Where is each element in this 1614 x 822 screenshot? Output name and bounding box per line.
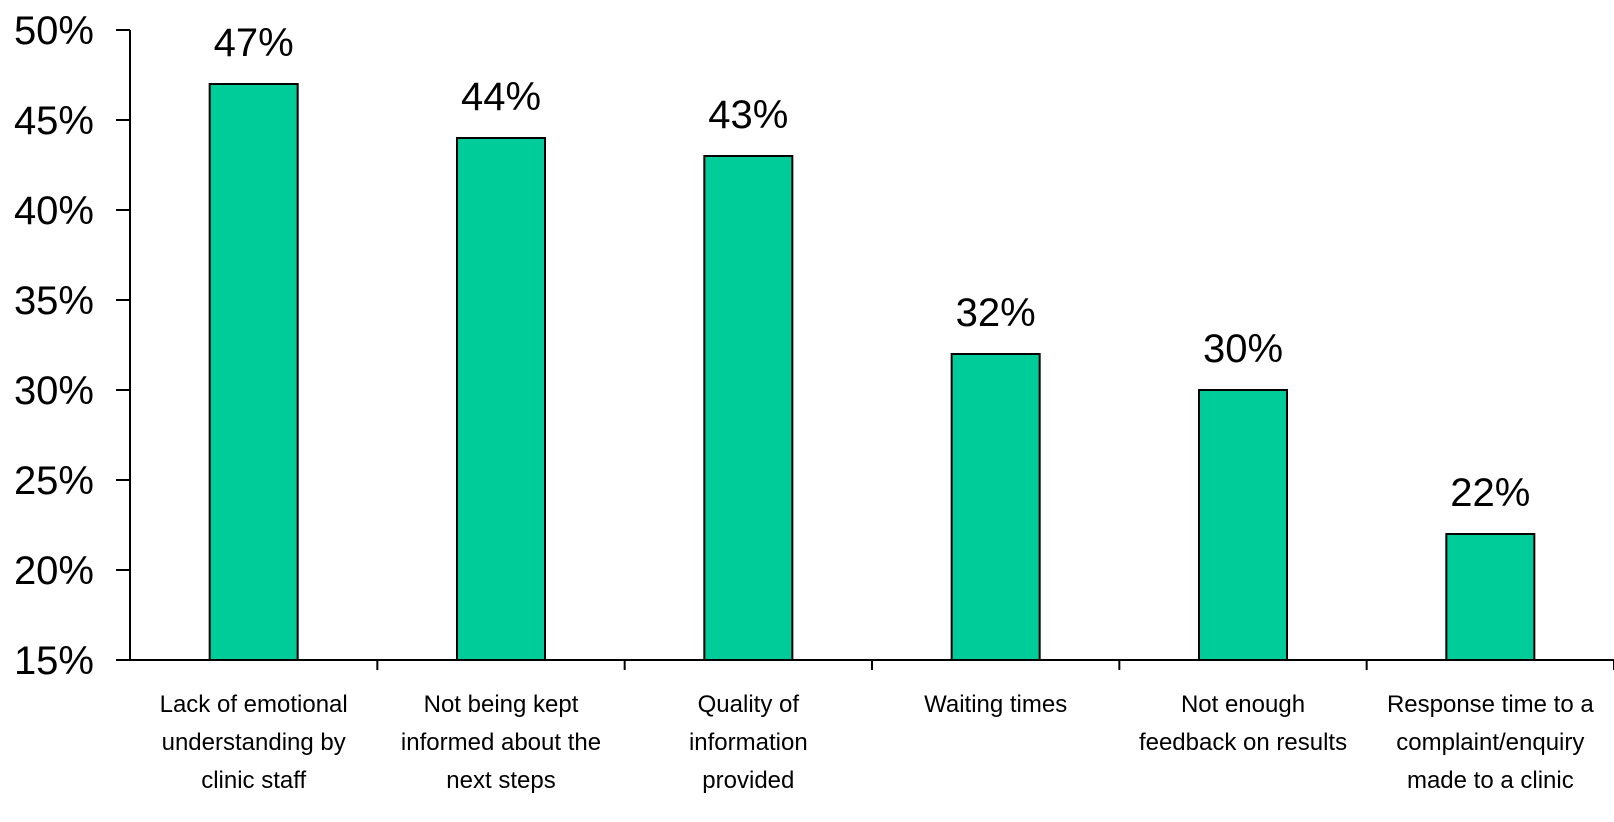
y-tick-label: 35%: [14, 279, 94, 323]
category-label-line: Lack of emotional: [160, 691, 348, 718]
category-label: Lack of emotional understanding by clinic …: [160, 691, 348, 794]
category-label-line: clinic staff: [201, 767, 306, 794]
y-tick-label: 45%: [14, 99, 94, 143]
y-tick-label: 40%: [14, 189, 94, 233]
category-label-line: complaint/enquiry: [1396, 729, 1584, 756]
data-label: 22%: [1450, 471, 1530, 515]
bar: [456, 137, 546, 661]
category-label-line: provided: [702, 767, 794, 794]
category-label: Response time to a complaint/enquiry made …: [1387, 691, 1594, 794]
category-label-line: feedback on results: [1139, 729, 1347, 756]
category-label-line: Not being kept: [424, 691, 579, 718]
data-label: 44%: [461, 75, 541, 119]
y-tick-label: 15%: [14, 639, 94, 683]
category-label-line: Waiting times: [924, 691, 1067, 718]
category-label: Quality of information provided: [689, 691, 808, 794]
bar: [1445, 533, 1536, 661]
y-tick-label: 50%: [14, 9, 94, 53]
category-label-line: information: [689, 729, 808, 756]
bar: [1198, 389, 1288, 661]
category-label: Not being kept informed about the next ste…: [401, 691, 601, 794]
y-tick-label: 20%: [14, 549, 94, 593]
category-label-line: made to a clinic: [1407, 767, 1574, 794]
bar: [703, 155, 794, 661]
category-label: Waiting times: [924, 691, 1067, 718]
y-tick-label: 30%: [14, 369, 94, 413]
bar: [208, 83, 299, 661]
data-label: 30%: [1203, 327, 1283, 371]
category-label-line: next steps: [446, 767, 555, 794]
data-label: 32%: [956, 291, 1036, 335]
y-tick-label: 25%: [14, 459, 94, 503]
data-label: 43%: [708, 93, 788, 137]
category-label-line: understanding by: [162, 729, 346, 756]
bar: [950, 353, 1041, 661]
category-label-line: Response time to a: [1387, 691, 1594, 718]
data-label: 47%: [214, 21, 294, 65]
category-label: Not enough feedback on results: [1139, 691, 1347, 756]
category-label-line: Not enough: [1181, 691, 1305, 718]
category-label-line: Quality of: [698, 691, 800, 718]
category-label-line: informed about the: [401, 729, 601, 756]
